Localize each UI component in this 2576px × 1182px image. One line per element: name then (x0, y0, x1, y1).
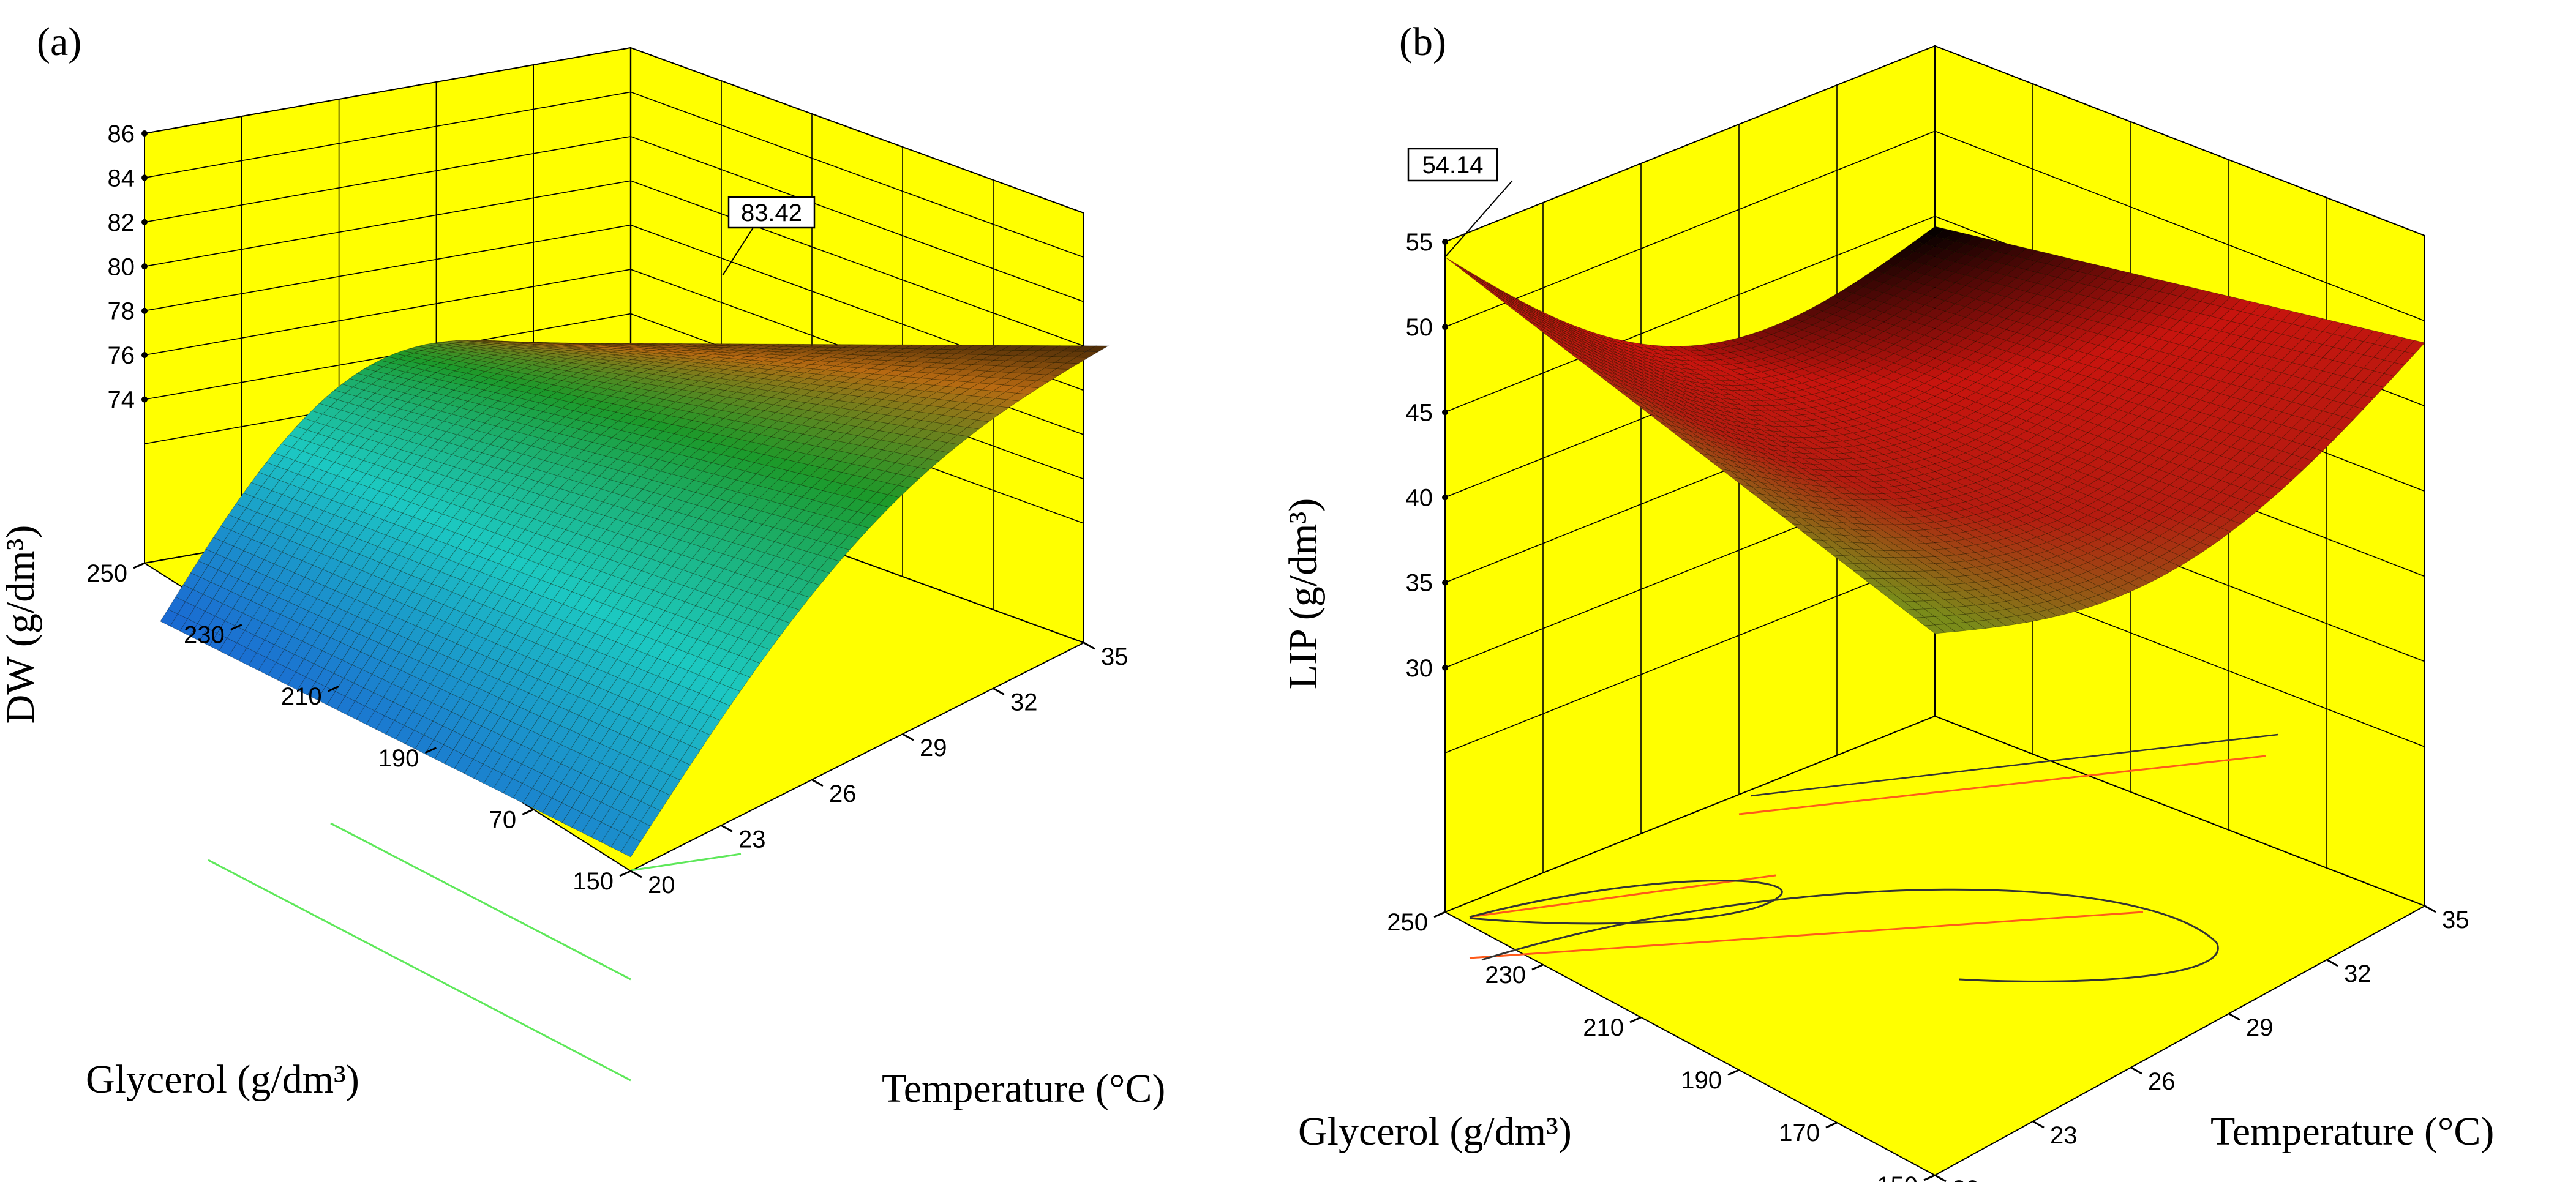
panel-label: (b) (1399, 20, 1446, 64)
z-tick-mark (141, 263, 148, 270)
z-tick-mark (1442, 239, 1448, 245)
z-tick-label: 84 (108, 165, 135, 192)
y-tick-label: 26 (829, 780, 857, 807)
z-tick-mark (1442, 664, 1448, 671)
callout-value: 54.14 (1422, 152, 1483, 179)
x-tick-label: 190 (378, 745, 419, 772)
z-tick-label: 86 (108, 121, 135, 148)
z-tick-label: 76 (108, 342, 135, 369)
dw-surface-chart: 74 76 78 80 82 84 86 150 70 190 210 230 250 20 23 26 29 3… (0, 20, 1165, 1111)
y-tick-label: 32 (1010, 689, 1038, 716)
callout-value: 83.42 (741, 200, 802, 226)
x-tick-label: 190 (1681, 1067, 1722, 1094)
z-tick-mark (141, 396, 148, 403)
z-tick-label: 74 (108, 387, 135, 414)
z-tick-label: 50 (1406, 314, 1433, 341)
x-tick-label: 230 (184, 622, 225, 649)
floor-contours (208, 822, 742, 1082)
z-tick-label: 30 (1406, 655, 1433, 682)
x-tick-label: 150 (573, 868, 614, 895)
z-tick-mark (1442, 324, 1448, 331)
z-tick-mark (141, 130, 148, 137)
x-tick-label: 70 (489, 806, 517, 833)
z-axis-title: DW (g/dm³) (0, 525, 43, 724)
response-surface (160, 340, 1110, 858)
y-tick-label: 35 (1101, 643, 1128, 670)
z-axis-title: LIP (g/dm³) (1281, 498, 1326, 689)
y-tick-label: 29 (2246, 1014, 2274, 1041)
y-tick-label: 35 (2442, 907, 2469, 933)
y-axis-title: Temperature (°C) (882, 1066, 1165, 1111)
z-tick-label: 40 (1406, 485, 1433, 512)
x-tick-label: 210 (1583, 1014, 1624, 1041)
y-axis-title: Temperature (°C) (2210, 1109, 2494, 1154)
z-tick-label: 35 (1406, 570, 1433, 597)
x-axis-title: Glycerol (g/dm³) (86, 1057, 359, 1102)
y-tick-label: 26 (2148, 1068, 2176, 1095)
z-tick-mark (1442, 409, 1448, 416)
contour-line (630, 853, 742, 872)
z-tick-mark (1442, 579, 1448, 586)
z-tick-label: 82 (108, 209, 135, 236)
x-tick-label: 210 (281, 683, 322, 710)
contour-line (330, 822, 631, 981)
z-tick-label: 55 (1406, 229, 1433, 256)
z-tick-mark (141, 307, 148, 314)
y-tick-label: 20 (1952, 1176, 1980, 1182)
z-tick-mark (141, 352, 148, 359)
y-tick-label: 23 (2050, 1122, 2078, 1149)
panel-label: (a) (37, 20, 81, 64)
x-tick-label: 250 (1387, 909, 1428, 936)
z-tick-mark (141, 219, 148, 225)
z-tick-label: 45 (1406, 399, 1433, 426)
x-tick-label: 170 (1779, 1120, 1820, 1146)
contour-line (208, 859, 631, 1082)
x-tick-label: 230 (1485, 962, 1526, 989)
y-tick-label: 29 (920, 735, 947, 761)
z-tick-mark (141, 174, 148, 181)
y-tick-label: 23 (738, 826, 766, 853)
z-tick-mark (1442, 494, 1448, 501)
y-tick-label: 32 (2344, 960, 2371, 987)
x-tick-label: 250 (86, 560, 127, 587)
x-tick-label: 150 (1877, 1172, 1918, 1182)
y-tick-label: 20 (648, 872, 675, 899)
z-tick-label: 80 (108, 253, 135, 280)
z-tick-label: 78 (108, 298, 135, 325)
x-axis-title: Glycerol (g/dm³) (1298, 1109, 1572, 1154)
